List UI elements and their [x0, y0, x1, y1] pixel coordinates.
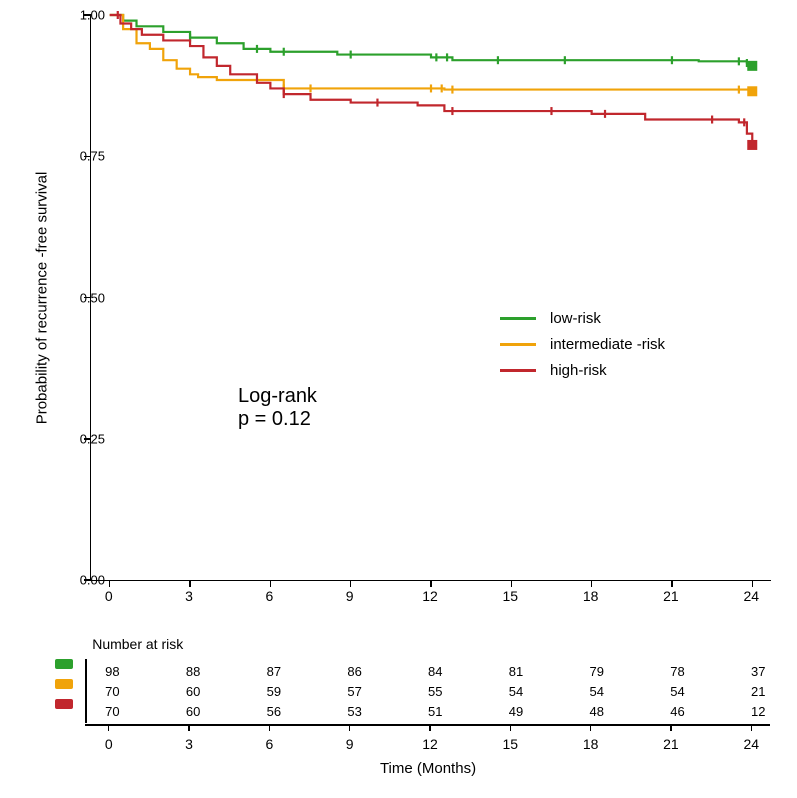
stat-line-2: p = 0.12	[238, 408, 311, 430]
risk-x-tick-label: 21	[663, 736, 679, 752]
risk-x-tick	[429, 724, 431, 731]
risk-x-tick-label: 6	[265, 736, 273, 752]
risk-x-tick	[188, 724, 190, 731]
risk-cell: 70	[91, 694, 167, 714]
risk-cell: 53	[319, 694, 395, 714]
risk-row-marker	[55, 699, 73, 709]
x-tick	[189, 580, 191, 587]
km-curve-high-risk	[110, 15, 753, 145]
risk-row-marker	[55, 659, 73, 669]
x-tick-label: 9	[346, 588, 354, 604]
y-tick-label: 0.00	[80, 573, 105, 588]
risk-x-tick	[751, 724, 753, 731]
x-tick-label: 3	[185, 588, 193, 604]
x-tick	[109, 580, 111, 587]
risk-x-tick	[108, 724, 110, 731]
y-tick-label: 0.75	[80, 149, 105, 164]
risk-cell: 55	[395, 674, 471, 694]
risk-x-tick	[670, 724, 672, 731]
x-axis-title-main: Time (Months)	[380, 760, 476, 777]
legend-label: low-risk	[550, 310, 601, 327]
risk-cell: 57	[319, 674, 395, 694]
risk-row-marker	[55, 679, 73, 689]
number-at-risk-table: Number at risk988887868481797837 70605957…	[55, 635, 775, 714]
risk-cell: 46	[623, 694, 699, 714]
risk-cell: 87	[243, 654, 319, 674]
series-end-marker	[747, 140, 757, 150]
risk-cell: 70	[91, 674, 167, 694]
legend-label: high-risk	[550, 362, 607, 379]
x-tick	[591, 580, 593, 587]
y-axis-title: Probability of recurrence -free survival	[34, 172, 51, 425]
risk-cell: 37	[699, 654, 775, 674]
x-tick-label: 21	[663, 588, 679, 604]
km-plot-area	[90, 15, 771, 581]
y-tick-label: 1.00	[80, 8, 105, 23]
risk-cell: 49	[471, 694, 547, 714]
risk-x-tick-label: 12	[422, 736, 438, 752]
km-series-svg	[91, 15, 771, 580]
risk-cell: 60	[167, 674, 243, 694]
risk-cell: 12	[699, 694, 775, 714]
risk-cell: 56	[243, 694, 319, 714]
x-tick	[430, 580, 432, 587]
risk-x-tick	[590, 724, 592, 731]
x-tick	[752, 580, 754, 587]
risk-cell: 48	[547, 694, 623, 714]
stat-text: Log-rank p = 0.12	[238, 385, 317, 431]
legend-swatch	[500, 343, 536, 346]
risk-cell: 21	[699, 674, 775, 694]
x-tick-label: 6	[265, 588, 273, 604]
risk-cell: 60	[167, 694, 243, 714]
x-tick	[270, 580, 272, 587]
risk-x-tick	[269, 724, 271, 731]
risk-cell: 54	[623, 674, 699, 694]
legend-item: high-risk	[500, 357, 665, 383]
risk-cell: 86	[319, 654, 395, 674]
risk-cell: 81	[471, 654, 547, 674]
risk-cell: 51	[395, 694, 471, 714]
risk-cell: 84	[395, 654, 471, 674]
series-end-marker	[747, 86, 757, 96]
x-tick	[671, 580, 673, 587]
risk-table-title: Number at risk	[91, 635, 775, 654]
risk-x-tick-label: 24	[743, 736, 759, 752]
series-end-marker	[747, 61, 757, 71]
risk-x-tick	[510, 724, 512, 731]
risk-x-tick-label: 9	[346, 736, 354, 752]
x-tick-label: 24	[743, 588, 759, 604]
risk-cell: 54	[547, 674, 623, 694]
x-tick-label: 0	[105, 588, 113, 604]
x-tick-label: 15	[503, 588, 519, 604]
legend-item: intermediate -risk	[500, 331, 665, 357]
risk-x-tick	[349, 724, 351, 731]
risk-x-tick-label: 3	[185, 736, 193, 752]
risk-cell: 78	[623, 654, 699, 674]
y-tick-label: 0.25	[80, 431, 105, 446]
risk-x-tick-label: 0	[105, 736, 113, 752]
risk-cell: 59	[243, 674, 319, 694]
legend-label: intermediate -risk	[550, 336, 665, 353]
legend-swatch	[500, 369, 536, 372]
risk-cell: 54	[471, 674, 547, 694]
risk-x-tick-label: 18	[583, 736, 599, 752]
y-tick-label: 0.50	[80, 290, 105, 305]
x-tick-label: 12	[422, 588, 438, 604]
risk-cell: 98	[91, 654, 167, 674]
risk-cell: 88	[167, 654, 243, 674]
legend: low-risk intermediate -risk high-risk	[500, 305, 665, 383]
x-tick-label: 18	[583, 588, 599, 604]
x-tick	[350, 580, 352, 587]
x-tick	[511, 580, 513, 587]
stat-line-1: Log-rank	[238, 385, 317, 407]
legend-swatch	[500, 317, 536, 320]
km-curve-intermediate -risk	[110, 15, 753, 91]
legend-item: low-risk	[500, 305, 665, 331]
risk-x-tick-label: 15	[503, 736, 519, 752]
risk-table-left-rule	[85, 659, 87, 723]
risk-cell: 79	[547, 654, 623, 674]
